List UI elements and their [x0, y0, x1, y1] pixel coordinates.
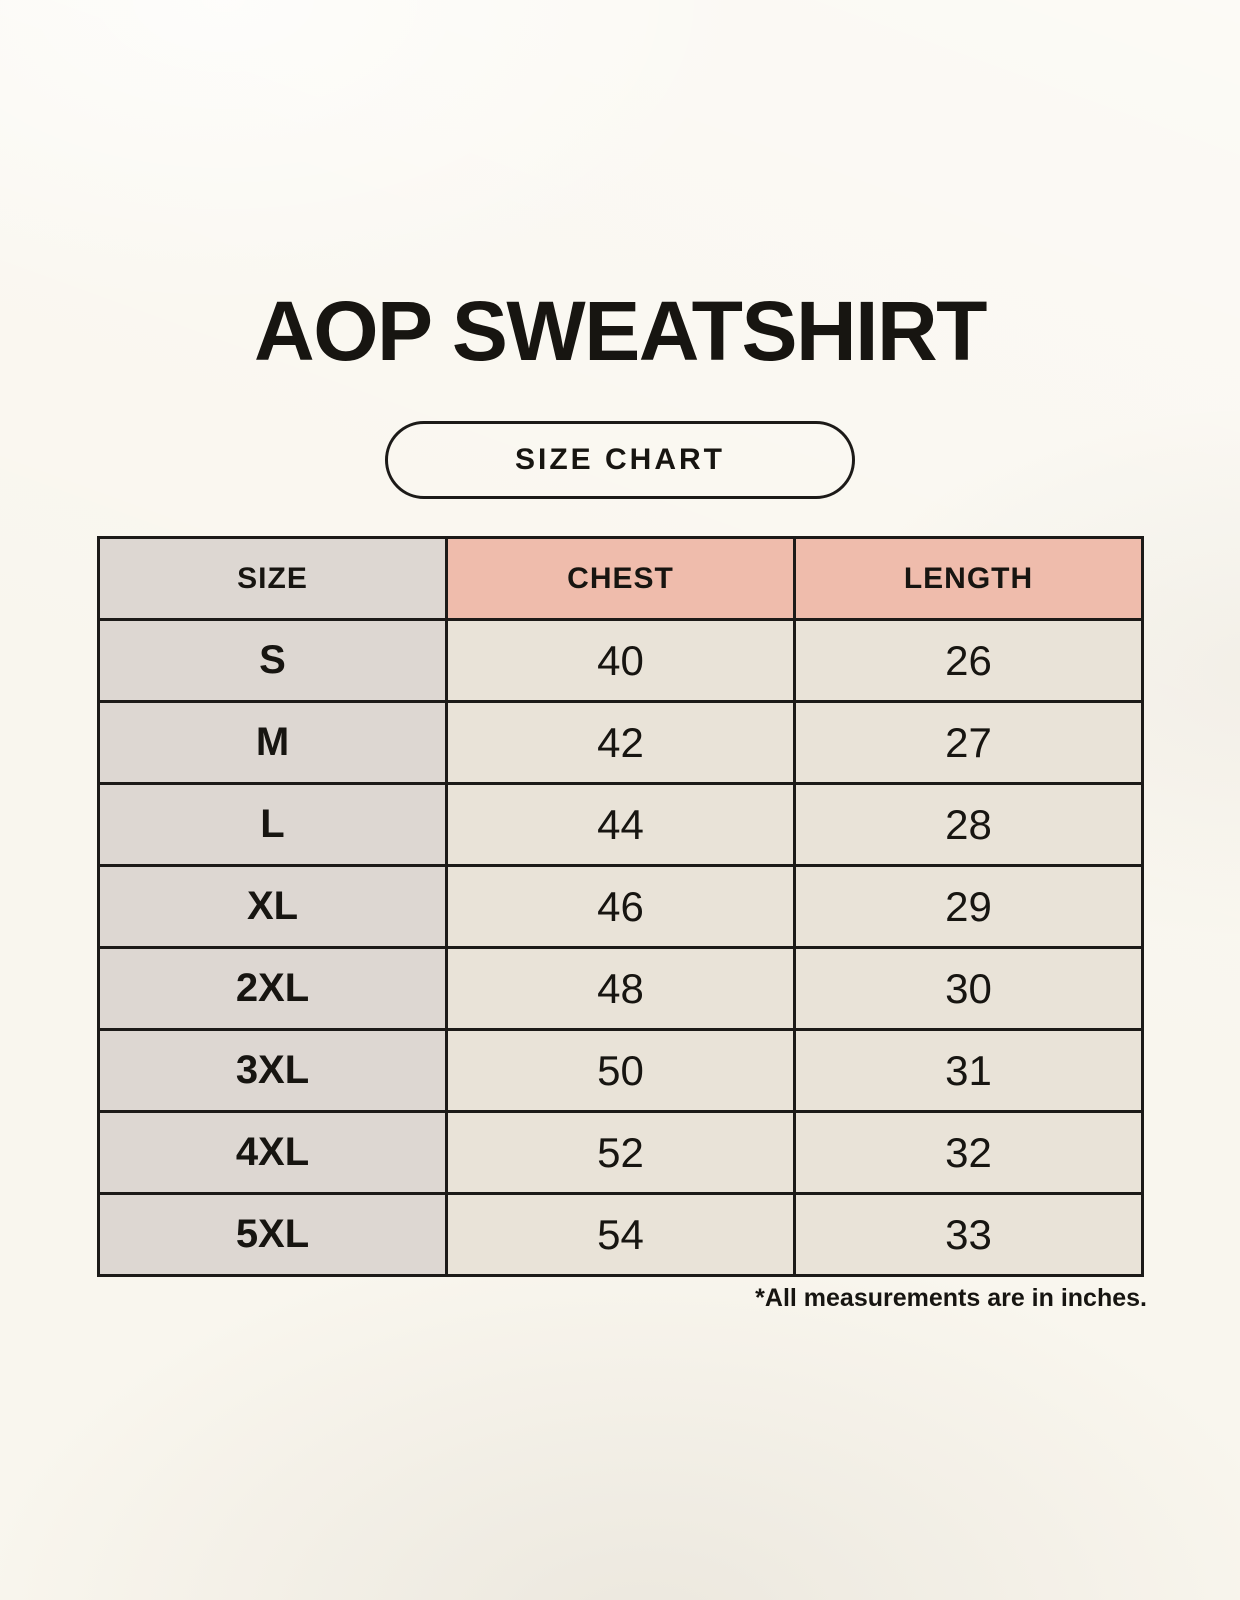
chest-value: 46	[445, 864, 796, 949]
size-label: 2XL	[97, 946, 448, 1031]
table-row: XL 46 29	[97, 864, 1144, 949]
size-label: 3XL	[97, 1028, 448, 1113]
chest-value: 44	[445, 782, 796, 867]
table-row: 5XL 54 33	[97, 1192, 1144, 1277]
length-value: 32	[793, 1110, 1144, 1195]
length-value: 27	[793, 700, 1144, 785]
size-chart-badge[interactable]: SIZE CHART	[385, 421, 855, 499]
chest-value: 48	[445, 946, 796, 1031]
length-value: 33	[793, 1192, 1144, 1277]
column-header-chest: CHEST	[445, 536, 796, 621]
size-label: S	[97, 618, 448, 703]
size-label: XL	[97, 864, 448, 949]
size-label: L	[97, 782, 448, 867]
table-row: 3XL 50 31	[97, 1028, 1144, 1113]
length-value: 31	[793, 1028, 1144, 1113]
table-row: M 42 27	[97, 700, 1144, 785]
length-value: 28	[793, 782, 1144, 867]
measurements-footnote: *All measurements are in inches.	[755, 1284, 1147, 1312]
page-title: AOP SWEATSHIRT	[254, 284, 987, 378]
table-row: S 40 26	[97, 618, 1144, 703]
size-label: 5XL	[97, 1192, 448, 1277]
chest-value: 40	[445, 618, 796, 703]
column-header-length: LENGTH	[793, 536, 1144, 621]
size-label: M	[97, 700, 448, 785]
table-row: 4XL 52 32	[97, 1110, 1144, 1195]
size-label: 4XL	[97, 1110, 448, 1195]
chest-value: 50	[445, 1028, 796, 1113]
chest-value: 42	[445, 700, 796, 785]
chest-value: 52	[445, 1110, 796, 1195]
size-table: SIZE CHEST LENGTH S 40 26 M 42 27 L 44 2…	[97, 536, 1144, 1277]
table-header-row: SIZE CHEST LENGTH	[97, 536, 1144, 621]
size-chart-badge-label: SIZE CHART	[515, 443, 725, 476]
length-value: 29	[793, 864, 1144, 949]
column-header-size: SIZE	[97, 536, 448, 621]
length-value: 26	[793, 618, 1144, 703]
length-value: 30	[793, 946, 1144, 1031]
chest-value: 54	[445, 1192, 796, 1277]
table-row: 2XL 48 30	[97, 946, 1144, 1031]
table-row: L 44 28	[97, 782, 1144, 867]
